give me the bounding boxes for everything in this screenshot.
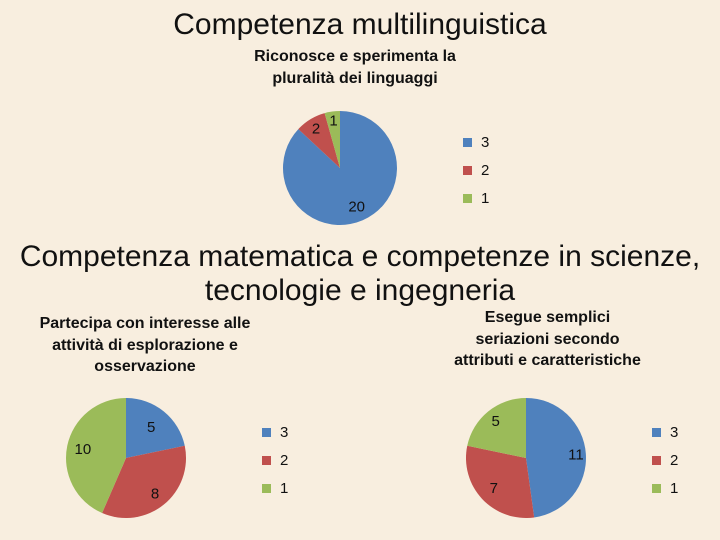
legend-swatch [262, 455, 271, 465]
title-line: attività di esplorazione e [52, 336, 238, 354]
legend-seriazioni: 3 2 1 [652, 418, 678, 502]
pie-slice-2 [465, 445, 535, 518]
legend-label: 3 [481, 133, 490, 151]
legend-item-2: 2 [652, 446, 678, 474]
data-label: 20 [348, 199, 365, 216]
legend-swatch [463, 137, 472, 147]
pie-slice-1 [467, 398, 526, 458]
heading-line: tecnologie e ingegneria [204, 274, 516, 307]
title-line: Esegue semplici [484, 309, 611, 326]
pie-slice-1 [66, 398, 126, 514]
title-line: pluralità dei linguaggi [272, 69, 438, 87]
legend-item-1: 1 [652, 474, 678, 502]
legend-item-1: 1 [262, 474, 288, 502]
title-line: attributi e caratteristiche [454, 352, 641, 370]
legend-swatch [463, 193, 472, 203]
data-label: 2 [312, 121, 320, 138]
legend-label: 3 [280, 423, 289, 441]
chart-title-linguaggi: Riconosce e sperimenta la pluralità dei … [235, 46, 475, 89]
title-line: Riconosce e sperimenta la [254, 48, 456, 65]
title-line: osservazione [94, 358, 196, 376]
pie-slice-3 [282, 111, 397, 225]
data-label: 5 [492, 413, 500, 430]
legend-item-3: 3 [463, 128, 489, 156]
data-label: 5 [147, 419, 155, 436]
pie-slice-1 [324, 110, 340, 168]
data-label: 11 [568, 447, 584, 464]
legend-label: 3 [670, 423, 679, 441]
legend-esplorazione: 3 2 1 [262, 418, 288, 502]
legend-swatch [652, 427, 661, 437]
chart-title-seriazioni: Esegue semplici seriazioni secondo attri… [430, 307, 665, 372]
legend-swatch [652, 455, 661, 465]
heading-line: Competenza multilinguistica [173, 8, 547, 41]
data-label: 1 [329, 112, 337, 129]
section-heading-multilinguistica: Competenza multilinguistica [0, 8, 720, 41]
legend-item-2: 2 [262, 446, 288, 474]
legend-label: 2 [280, 451, 289, 469]
legend-label: 2 [670, 451, 679, 469]
legend-item-2: 2 [463, 156, 489, 184]
legend-swatch [262, 427, 271, 437]
title-line: Partecipa con interesse alle [39, 315, 251, 332]
legend-label: 1 [670, 479, 679, 497]
legend-label: 1 [481, 189, 490, 207]
legend-swatch [463, 165, 472, 175]
title-line: seriazioni secondo [475, 330, 620, 348]
legend-label: 2 [481, 161, 490, 179]
pie-slice-3 [526, 398, 586, 518]
data-label: 10 [75, 441, 92, 458]
heading-line: Competenza matematica e competenze in sc… [19, 240, 701, 273]
chart-title-esplorazione: Partecipa con interesse alle attività di… [20, 313, 270, 378]
legend-swatch [262, 483, 271, 493]
legend-item-3: 3 [652, 418, 678, 446]
pie-slice-3 [126, 398, 185, 458]
data-label: 7 [490, 480, 498, 497]
legend-label: 1 [280, 479, 289, 497]
data-label: 8 [151, 486, 159, 503]
pie-slice-2 [102, 445, 187, 518]
legend-linguaggi: 3 2 1 [463, 128, 489, 212]
legend-swatch [652, 483, 661, 493]
pie-slice-2 [298, 113, 340, 168]
legend-item-3: 3 [262, 418, 288, 446]
section-heading-matematica: Competenza matematica e competenze in sc… [0, 240, 720, 308]
legend-item-1: 1 [463, 184, 489, 212]
